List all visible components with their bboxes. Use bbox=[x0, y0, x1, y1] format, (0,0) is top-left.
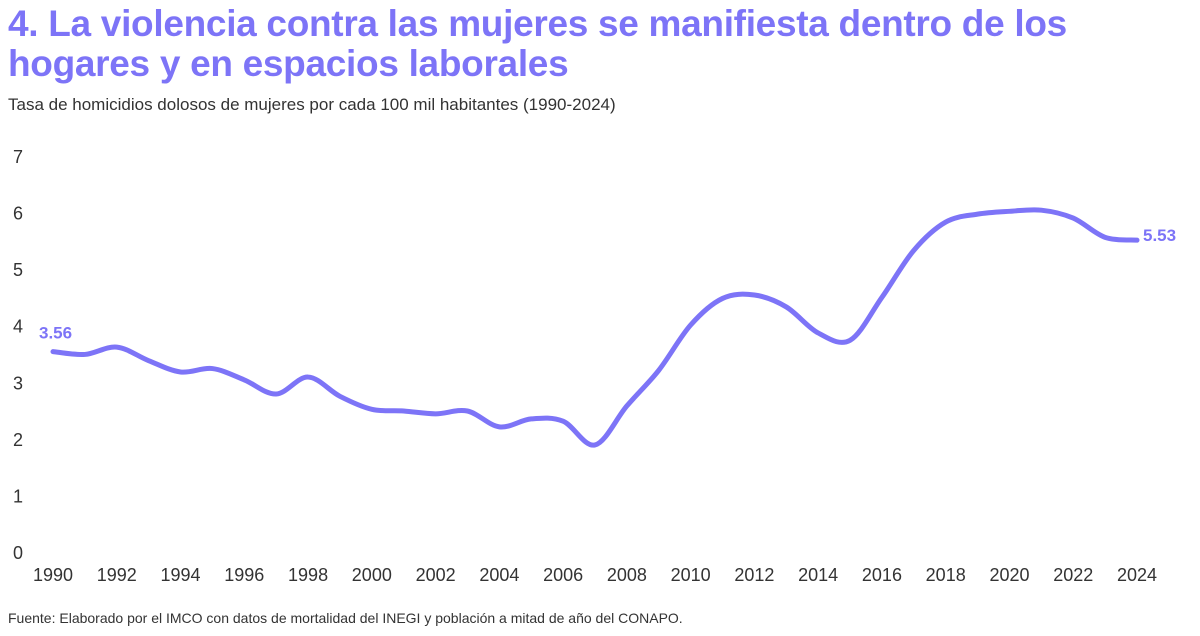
source-note: Fuente: Elaborado por el IMCO con datos … bbox=[8, 610, 683, 626]
y-axis: 0 1 2 3 4 5 6 7 bbox=[13, 147, 23, 563]
y-tick-label: 0 bbox=[13, 543, 23, 563]
x-tick-label: 2016 bbox=[862, 565, 902, 585]
chart-subtitle: Tasa de homicidios dolosos de mujeres po… bbox=[8, 95, 616, 114]
x-tick-label: 1996 bbox=[224, 565, 264, 585]
x-tick-label: 2014 bbox=[798, 565, 838, 585]
y-tick-label: 4 bbox=[13, 317, 23, 337]
x-tick-label: 1998 bbox=[288, 565, 328, 585]
x-tick-label: 2020 bbox=[989, 565, 1029, 585]
data-label: 3.56 bbox=[39, 324, 72, 343]
y-tick-label: 2 bbox=[13, 430, 23, 450]
x-tick-label: 2012 bbox=[734, 565, 774, 585]
x-tick-label: 2024 bbox=[1117, 565, 1157, 585]
series-line bbox=[50, 207, 1140, 448]
x-tick-label: 1992 bbox=[97, 565, 137, 585]
x-axis: 1990 1992 1994 1996 1998 2000 2002 2004 2006 2008… bbox=[33, 565, 1157, 585]
y-tick-label: 5 bbox=[13, 260, 23, 280]
x-tick-label: 2000 bbox=[352, 565, 392, 585]
x-tick-label: 1994 bbox=[161, 565, 201, 585]
x-tick-label: 2002 bbox=[416, 565, 456, 585]
x-tick-label: 2008 bbox=[607, 565, 647, 585]
x-tick-label: 2010 bbox=[671, 565, 711, 585]
x-tick-label: 2022 bbox=[1053, 565, 1093, 585]
x-tick-label: 2006 bbox=[543, 565, 583, 585]
x-tick-label: 2004 bbox=[479, 565, 519, 585]
chart-title: 4. La violencia contra las mujeres se ma… bbox=[8, 3, 1067, 84]
x-tick-label: 1990 bbox=[33, 565, 73, 585]
y-tick-label: 7 bbox=[13, 147, 23, 167]
y-tick-label: 1 bbox=[13, 486, 23, 506]
data-labels: 3.56 5.53 bbox=[39, 226, 1176, 342]
x-tick-label: 2018 bbox=[926, 565, 966, 585]
data-label: 5.53 bbox=[1143, 226, 1176, 245]
y-tick-label: 3 bbox=[13, 373, 23, 393]
y-tick-label: 6 bbox=[13, 204, 23, 224]
series-lines bbox=[50, 207, 1140, 448]
